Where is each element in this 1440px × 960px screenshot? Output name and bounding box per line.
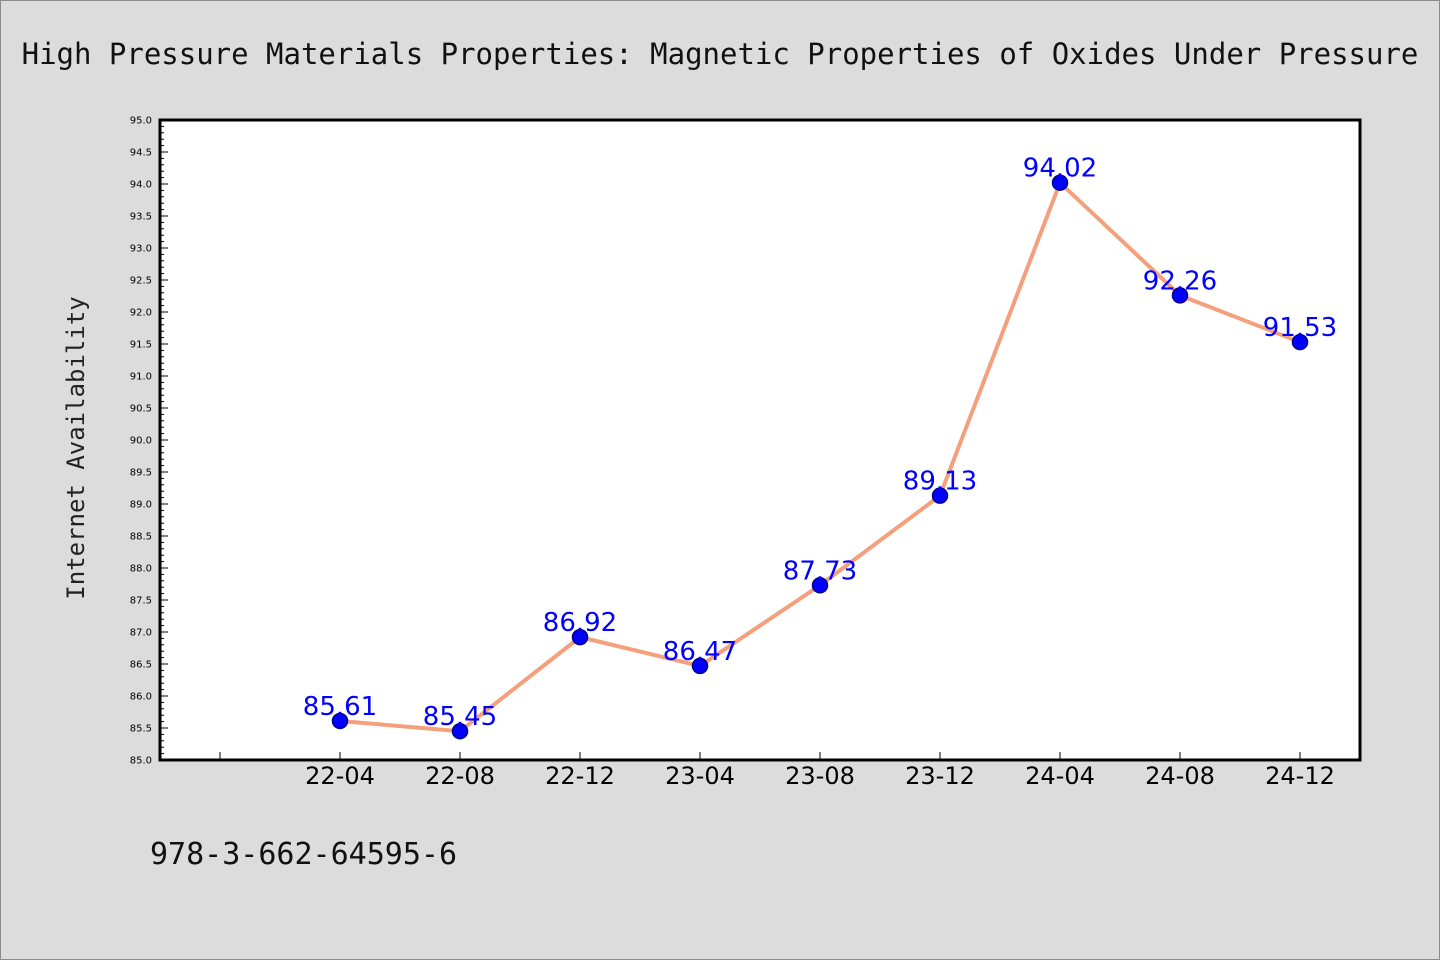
data-point: [1171, 287, 1189, 304]
y-tick-label: 92.0: [130, 308, 152, 319]
data-label: 92.26: [1143, 266, 1217, 296]
y-tick-label: 88.0: [130, 564, 152, 575]
y-tick-label: 90.5: [130, 404, 152, 415]
x-tick-label: 22-12: [545, 762, 615, 790]
data-label: 85.61: [303, 692, 377, 722]
y-tick-label: 91.5: [130, 340, 152, 351]
chart-title: High Pressure Materials Properties: Magn…: [22, 37, 1419, 71]
plot-area: [158, 118, 1362, 762]
data-label: 87.73: [783, 556, 857, 586]
x-tick-label: 22-08: [425, 762, 495, 790]
data-label: 85.45: [423, 702, 497, 732]
data-point: [1291, 333, 1309, 351]
y-tick-label: 90.0: [130, 436, 152, 447]
x-tick-label: 23-04: [665, 762, 735, 790]
y-tick-label: 89.5: [130, 468, 152, 479]
y-tick-label: 94.0: [130, 180, 152, 191]
x-tick-label: 23-12: [905, 762, 975, 790]
data-point: [691, 657, 709, 675]
y-tick-label: 85.0: [130, 756, 152, 767]
x-tick-label: 24-08: [1145, 762, 1215, 790]
y-tick-label: 91.0: [130, 372, 152, 383]
y-tick-label: 92.5: [130, 276, 152, 287]
x-axis-ticks: 22-04 22-08 22-12 23-04 23-08 23-12 24-04 24-08…: [219, 752, 1335, 790]
data-label: 86.47: [663, 637, 737, 667]
y-tick-label: 93.0: [130, 244, 152, 255]
y-axis-label: Internet Availability: [62, 296, 90, 599]
y-tick-label: 86.0: [130, 692, 152, 703]
y-tick-label: 86.5: [130, 660, 152, 671]
y-tick-label: 95.0: [130, 116, 152, 127]
data-point: [571, 628, 589, 646]
x-tick-label: 24-12: [1265, 762, 1335, 790]
data-point: [331, 712, 349, 730]
y-tick-label: 93.5: [130, 212, 152, 223]
data-point: [931, 487, 949, 504]
y-tick-label: 89.0: [130, 500, 152, 511]
y-axis-ticks: 85.0 85.5 86.0 86.5 87.0 87.5 88.0 88.5 89.0 89.5…: [130, 116, 168, 767]
data-series: 85.61 85.45 86.92 86.47 87.73 89.13 94.02 92.26…: [303, 154, 1337, 740]
data-point: [1051, 174, 1069, 191]
x-tick-label: 24-04: [1025, 762, 1095, 790]
x-tick-label: 23-08: [785, 762, 855, 790]
data-point: [811, 577, 829, 594]
y-tick-label: 85.5: [130, 724, 152, 735]
data-label: 91.53: [1263, 313, 1337, 343]
footer-code: 978-3-662-64595-6: [150, 837, 457, 872]
y-tick-label: 88.5: [130, 532, 152, 543]
data-label: 86.92: [543, 608, 617, 638]
y-tick-label: 87.5: [130, 596, 152, 607]
data-label: 89.13: [903, 467, 977, 497]
x-tick-label: 22-04: [305, 762, 375, 790]
data-label: 94.02: [1023, 154, 1097, 184]
data-point: [451, 722, 469, 740]
y-tick-label: 94.5: [130, 148, 152, 159]
y-tick-label: 87.0: [130, 628, 152, 639]
